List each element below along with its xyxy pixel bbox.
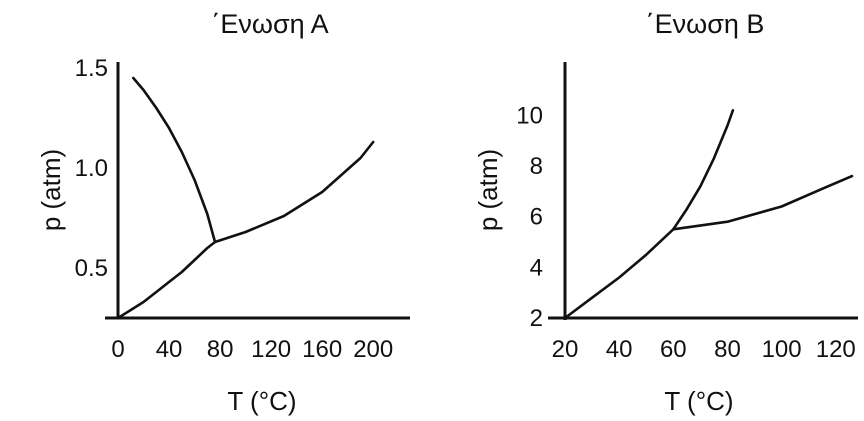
chart-a-title: ΄Ενωση Α <box>211 9 328 39</box>
chart-a-y-tick-label: 1.0 <box>75 155 108 182</box>
chart-b-x-tick-label: 120 <box>816 336 856 363</box>
chart-a-x-tick-label: 200 <box>353 336 393 363</box>
chart-a-x-tick-label: 80 <box>207 336 234 363</box>
chart-b-phase-boundary-2 <box>671 109 735 231</box>
chart-a-xlabel: T (°C) <box>227 386 296 416</box>
chart-b-curves <box>563 109 854 320</box>
chart-b-x-tick-label: 80 <box>714 336 741 363</box>
chart-b-y-tick-label: 10 <box>516 102 543 129</box>
chart-a-x-tick-label: 120 <box>251 336 291 363</box>
chart-a-phase-boundary-1 <box>116 240 217 320</box>
chart-a-phase-boundary-3 <box>213 140 375 244</box>
chart-b-x-tick-label: 100 <box>762 336 802 363</box>
chart-b-phase-boundary-1 <box>563 228 675 320</box>
chart-b-y-tick-label: 4 <box>530 254 543 281</box>
chart-a-curves <box>116 76 375 320</box>
chart-a-y-tick-label: 1.5 <box>75 55 108 82</box>
chart-b-ticks: 20 40 60 80 100 120 2 4 6 8 10 <box>516 102 855 363</box>
chart-b-ylabel: p (atm) <box>473 149 503 231</box>
chart-a-phase-boundary-2 <box>132 76 217 244</box>
chart-b-y-tick-label: 8 <box>530 153 543 180</box>
chart-b-x-tick-label: 60 <box>660 336 687 363</box>
chart-b-x-tick-label: 20 <box>552 336 579 363</box>
chart-a-ylabel: p (atm) <box>36 149 66 231</box>
chart-b-y-tick-label: 2 <box>530 305 543 332</box>
chart-a-x-tick-label: 0 <box>111 336 124 363</box>
chart-a-x-tick-label: 40 <box>156 336 183 363</box>
chart-a-axes <box>105 62 410 320</box>
chart-b-xlabel: T (°C) <box>664 386 733 416</box>
chart-b-title: ΄Ενωση Β <box>646 9 765 39</box>
chart-a-x-tick-label: 160 <box>302 336 342 363</box>
chart-a-ticks: 0 40 80 120 160 200 0.5 1.0 1.5 <box>75 55 394 363</box>
chart-b: ΄Ενωση Β p (atm) T (°C) 20 40 60 80 100 120 2 4… <box>473 9 858 416</box>
chart-b-x-tick-label: 40 <box>606 336 633 363</box>
chart-b-y-tick-label: 6 <box>530 204 543 231</box>
chart-b-phase-boundary-3 <box>671 174 854 231</box>
chart-a: ΄Ενωση Α p (atm) T (°C) 0 40 80 120 160 200 0.… <box>36 9 410 416</box>
chart-a-y-tick-label: 0.5 <box>75 255 108 282</box>
chart-b-axes <box>548 62 858 320</box>
